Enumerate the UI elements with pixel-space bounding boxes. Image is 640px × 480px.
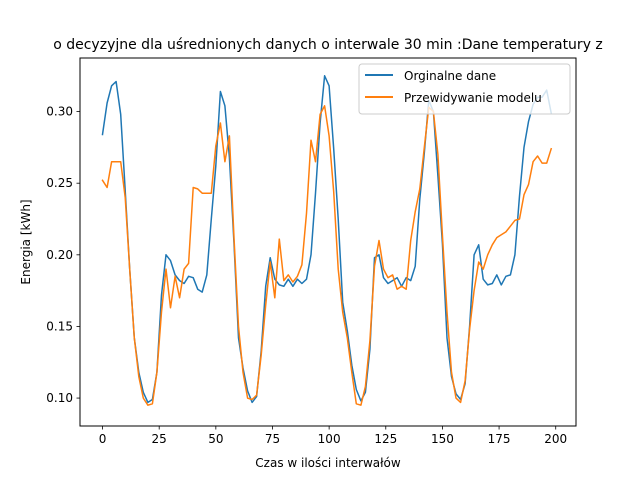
y-tick-label: 0.10	[46, 391, 73, 405]
x-axis-ticks: 0 25 50 75 100 125 150 175 200	[99, 426, 567, 446]
legend-label-orginalne-dane: Orginalne dane	[404, 69, 496, 83]
x-tick-label: 0	[99, 432, 107, 446]
legend-label-przewidywanie-modelu: Przewidywanie modelu	[404, 91, 542, 105]
x-tick-label: 175	[488, 432, 511, 446]
series-line-przewidywanie-modelu	[101, 105, 553, 406]
x-tick-label: 25	[152, 432, 167, 446]
series-line-orginalne-dane	[101, 75, 553, 404]
x-axis-label: Czas w ilości interwałów	[255, 456, 401, 470]
y-tick-label: 0.15	[46, 319, 73, 333]
x-tick-label: 100	[318, 432, 341, 446]
x-tick-label: 125	[374, 432, 397, 446]
legend-box	[358, 63, 571, 115]
y-tick-label: 0.25	[46, 176, 73, 190]
x-tick-label: 150	[431, 432, 454, 446]
x-tick-label: 200	[544, 432, 567, 446]
series-layer	[101, 75, 553, 406]
chart-title: o decyzyjne dla uśrednionych danych o in…	[53, 37, 603, 53]
y-axis-label: Energia [kWh]	[19, 199, 33, 284]
y-axis-ticks: 0.10 0.15 0.20 0.25 0.30	[46, 105, 80, 405]
legend: Orginalne dane Przewidywanie modelu	[358, 63, 571, 115]
x-tick-label: 75	[265, 432, 280, 446]
y-tick-label: 0.30	[46, 105, 73, 119]
plot-frame	[79, 57, 577, 427]
y-tick-label: 0.20	[46, 248, 73, 262]
x-tick-label: 50	[208, 432, 223, 446]
